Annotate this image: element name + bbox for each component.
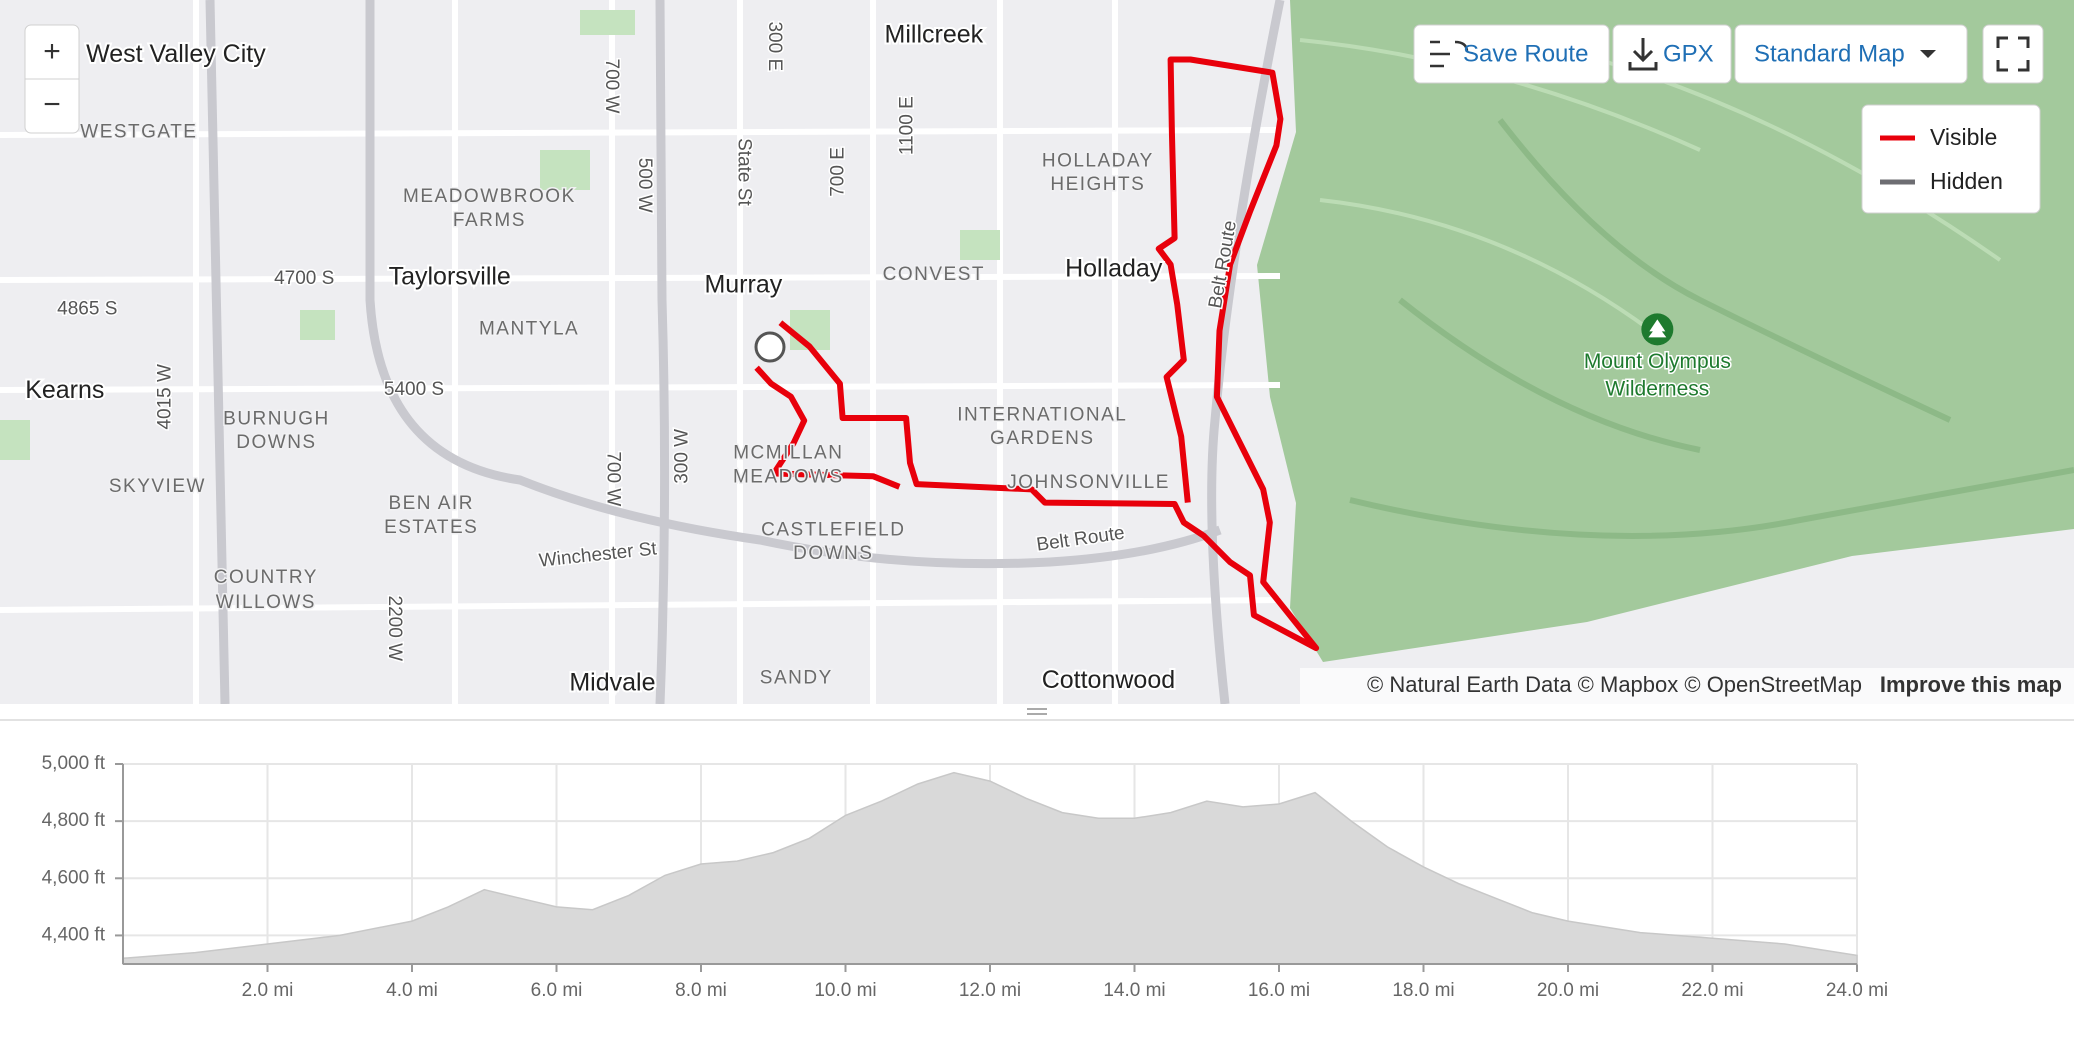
zoom-in[interactable]: + <box>43 35 61 68</box>
legend-label: Hidden <box>1930 168 2003 194</box>
map-label: WILLOWS <box>216 592 316 613</box>
resize-handle[interactable] <box>1027 708 1047 715</box>
x-tick-label: 18.0 mi <box>1392 980 1454 1001</box>
map-label: 1100 E <box>896 96 917 155</box>
zoom-control: + − <box>24 24 80 134</box>
map-label: BEN AIR <box>388 493 473 514</box>
x-tick-label: 16.0 mi <box>1248 980 1310 1001</box>
map-label: 700 W <box>601 59 622 114</box>
map-label: MCMILLAN <box>733 443 843 464</box>
map-label: SKYVIEW <box>109 476 206 497</box>
map-label: ESTATES <box>384 517 478 538</box>
map-label: 2200 W <box>384 596 405 662</box>
elevation-area <box>122 771 1858 965</box>
elevation-chart: 4,400 ft 4,600 ft 4,800 ft 5,000 ft 2.0 mi 4.… <box>42 753 1889 1001</box>
icon <box>1996 36 2030 72</box>
x-tick-label: 20.0 mi <box>1537 980 1599 1001</box>
park-icon <box>1648 319 1667 338</box>
fullscreen-button[interactable] <box>1982 24 2044 84</box>
x-tick-label: 24.0 mi <box>1826 980 1888 1001</box>
map-label: FARMS <box>453 210 526 231</box>
map-label: Kearns <box>25 376 104 404</box>
icon <box>1430 40 1469 68</box>
map-label: 4865 S <box>57 299 117 320</box>
y-tick-label: 4,400 ft <box>42 924 106 945</box>
x-tick-label: 2.0 mi <box>242 980 294 1001</box>
map-label: SANDY <box>760 668 833 689</box>
map-label: BURNUGH <box>223 408 330 429</box>
route <box>754 56 1320 652</box>
improve-link[interactable]: Improve this map <box>1880 672 2062 697</box>
map-label: INTERNATIONAL <box>957 404 1127 425</box>
map-label: Millcreek <box>885 20 984 48</box>
y-tick-label: 4,600 ft <box>42 867 106 888</box>
x-tick-label: 12.0 mi <box>959 980 1021 1001</box>
zoom-out[interactable]: − <box>43 88 61 121</box>
map-label: DOWNS <box>236 432 316 453</box>
map-label: MANTYLA <box>479 318 579 339</box>
x-tick-label: 14.0 mi <box>1103 980 1165 1001</box>
highways <box>205 0 1285 705</box>
legend: Visible Hidden <box>1861 104 2041 214</box>
map-label: COUNTRY <box>214 567 318 588</box>
map-label: MEADOWS <box>733 467 844 488</box>
y-tick-label: 5,000 ft <box>42 753 106 774</box>
map-label: JOHNSONVILLE <box>1007 472 1170 493</box>
icon <box>1920 50 1936 58</box>
map-label: 500 W <box>634 158 655 213</box>
map-label: Midvale <box>569 668 655 696</box>
map-label: 4015 W <box>154 364 175 430</box>
x-tick-label: 4.0 mi <box>386 980 438 1001</box>
map-label: Cottonwood <box>1042 666 1175 694</box>
icon <box>1628 38 1658 71</box>
x-tick-label: 8.0 mi <box>675 980 727 1001</box>
map-label: MEADOWBROOK <box>403 186 576 207</box>
map-label: State St <box>733 138 754 206</box>
legend-label: Visible <box>1930 124 1997 150</box>
save-route-button[interactable] <box>1413 24 1610 84</box>
ridge <box>1349 118 2074 539</box>
button-label[interactable]: Save Route <box>1463 40 1588 67</box>
map-label: Holladay <box>1065 254 1163 282</box>
finish-marker <box>754 331 786 363</box>
map-label: 5400 S <box>384 379 444 400</box>
map-label: 4700 S <box>274 268 334 289</box>
map-label: Murray <box>704 270 782 298</box>
x-tick-label: 22.0 mi <box>1681 980 1743 1001</box>
map-label: DOWNS <box>793 543 873 564</box>
map-label: 300 E <box>764 21 785 71</box>
map-label: Mount Olympus <box>1584 350 1731 373</box>
attribution-bg <box>1300 668 2074 704</box>
map-label: 700 E <box>828 147 849 197</box>
button-label[interactable]: GPX <box>1663 40 1714 67</box>
route-line <box>754 365 901 490</box>
map-style-button[interactable] <box>1734 24 1968 84</box>
map-label: 700 W <box>602 451 623 506</box>
map-label: GARDENS <box>990 428 1094 449</box>
map-label: HEIGHTS <box>1050 174 1145 195</box>
route-line <box>778 56 1320 652</box>
toolbar: Save Route GPX Standard Map <box>1413 24 2044 84</box>
button-label[interactable]: Standard Map <box>1754 40 1905 67</box>
x-tick-label: 6.0 mi <box>531 980 583 1001</box>
map-label: WESTGATE <box>80 121 197 142</box>
attribution: © Natural Earth Data © Mapbox © OpenStre… <box>1367 672 1862 697</box>
map-label: 300 W <box>672 429 693 484</box>
map-label: Wilderness <box>1605 378 1709 401</box>
x-tick-label: 10.0 mi <box>814 980 876 1001</box>
map-label: HOLLADAY <box>1042 150 1154 171</box>
map-label: West Valley City <box>86 40 266 68</box>
y-tick-label: 4,800 ft <box>42 810 106 831</box>
map-label: CASTLEFIELD <box>761 519 905 540</box>
map[interactable]: West Valley City WESTGATE Millcreek HOLLADA… <box>0 0 2074 705</box>
map-label: CONVEST <box>883 264 985 285</box>
map-label: Taylorsville <box>389 262 511 290</box>
